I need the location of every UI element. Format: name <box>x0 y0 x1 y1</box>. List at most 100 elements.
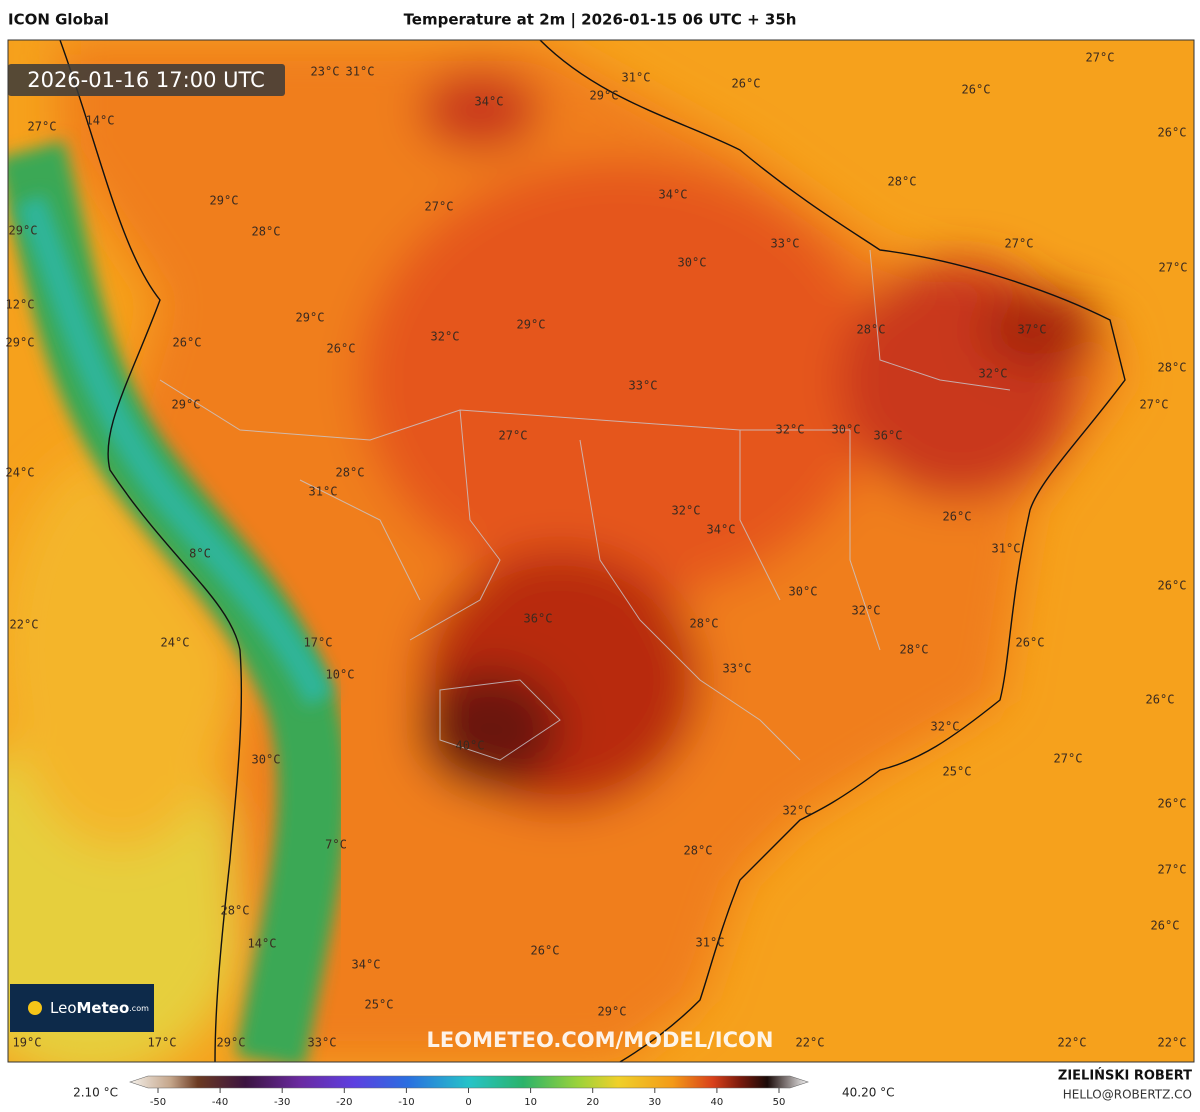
map-title: Temperature at 2m | 2026-01-15 06 UTC + … <box>404 11 797 30</box>
temp-label: 28°C <box>857 323 886 337</box>
temp-label: 26°C <box>1158 797 1187 811</box>
temp-label: 23°C <box>311 65 340 79</box>
temp-label: 31°C <box>696 936 725 950</box>
temp-label: 27°C <box>1158 863 1187 877</box>
logo-leo: Leo <box>50 999 77 1017</box>
temp-label: 28°C <box>336 466 365 480</box>
temp-label: 30°C <box>678 256 707 270</box>
temp-label: 30°C <box>252 753 281 767</box>
temp-label: 7°C <box>325 838 347 852</box>
temp-label: 29°C <box>590 89 619 103</box>
temp-label: 36°C <box>524 612 553 626</box>
temp-label: 27°C <box>1159 261 1188 275</box>
temp-label: 36°C <box>874 429 903 443</box>
colorbar-tick-label: 40 <box>711 1097 724 1108</box>
temp-label: 28°C <box>684 844 713 858</box>
temp-label: 28°C <box>252 225 281 239</box>
temp-label: 31°C <box>992 542 1021 556</box>
temp-label: 30°C <box>832 423 861 437</box>
temp-label: 29°C <box>598 1005 627 1019</box>
temp-label: 27°C <box>425 200 454 214</box>
temp-label: 10°C <box>326 668 355 682</box>
model-name: ICON Global <box>8 11 109 29</box>
temp-label: 33°C <box>629 379 658 393</box>
watermark: LEOMETEO.COM/MODEL/ICON <box>427 1028 774 1052</box>
temp-label: 32°C <box>783 804 812 818</box>
temp-label: 26°C <box>1016 636 1045 650</box>
logo: LeoMeteo.com <box>10 984 154 1032</box>
temp-label: 27°C <box>1140 398 1169 412</box>
temp-label: 26°C <box>1158 126 1187 140</box>
temp-label: 28°C <box>888 175 917 189</box>
temp-label: 26°C <box>732 77 761 91</box>
time-badge <box>8 64 285 96</box>
temp-label: 32°C <box>672 504 701 518</box>
temp-label: 26°C <box>327 342 356 356</box>
temp-label: 28°C <box>900 643 929 657</box>
temp-label: 27°C <box>1005 237 1034 251</box>
temp-label: 29°C <box>172 398 201 412</box>
temp-label: 25°C <box>943 765 972 779</box>
temp-label: 22°C <box>1158 1036 1187 1050</box>
svg-text:LeoMeteo.com: LeoMeteo.com <box>50 999 149 1017</box>
temp-label: 31°C <box>622 71 651 85</box>
temp-label: 31°C <box>309 485 338 499</box>
temp-label: 14°C <box>248 937 277 951</box>
temp-label: 14°C <box>86 114 115 128</box>
temp-label: 8°C <box>189 547 211 561</box>
temp-label: 22°C <box>1058 1036 1087 1050</box>
temp-label: 24°C <box>6 466 35 480</box>
temp-label: 27°C <box>1054 752 1083 766</box>
temp-label: 12°C <box>6 298 35 312</box>
colorbar: 2.10 °C 40.20 °C <box>73 1075 895 1100</box>
temp-label: 32°C <box>852 604 881 618</box>
temp-label: 19°C <box>13 1036 42 1050</box>
colorbar-tick-label: 50 <box>773 1097 786 1108</box>
temp-label: 28°C <box>1158 361 1187 375</box>
colorbar-tick-label: 20 <box>586 1097 599 1108</box>
temp-label: 34°C <box>659 188 688 202</box>
temp-label: 26°C <box>1158 579 1187 593</box>
colorbar-max: 40.20 °C <box>842 1086 895 1100</box>
temp-label: 33°C <box>723 662 752 676</box>
temp-label: 29°C <box>296 311 325 325</box>
temp-label: 29°C <box>6 336 35 350</box>
temp-label: 37°C <box>1018 323 1047 337</box>
temp-label: 30°C <box>789 585 818 599</box>
temp-label: 33°C <box>771 237 800 251</box>
temp-label: 34°C <box>352 958 381 972</box>
colorbar-min: 2.10 °C <box>73 1086 118 1100</box>
temp-label: 17°C <box>304 636 333 650</box>
colorbar-tick-label: 30 <box>648 1097 661 1108</box>
logo-meteo: Meteo <box>77 999 130 1017</box>
temp-label: 29°C <box>517 318 546 332</box>
temp-label: 26°C <box>1146 693 1175 707</box>
logo-com: .com <box>129 1004 149 1013</box>
temp-label: 26°C <box>962 83 991 97</box>
temp-label: 26°C <box>943 510 972 524</box>
temp-label: 31°C <box>346 65 375 79</box>
map <box>8 40 1194 1062</box>
temp-label: 29°C <box>210 194 239 208</box>
temp-label: 29°C <box>9 224 38 238</box>
colorbar-tick-label: -40 <box>212 1097 228 1108</box>
temp-label: 22°C <box>796 1036 825 1050</box>
temp-label: 28°C <box>221 904 250 918</box>
temperature-labels: 23°C 31°C 31°C29°C34°C26°C 26°C27°C26°C27°C… <box>6 51 1188 1050</box>
colorbar-tick-label: -10 <box>398 1097 414 1108</box>
temp-label: 25°C <box>365 998 394 1012</box>
colorbar-tick-label: 0 <box>465 1097 471 1108</box>
author: ZIELIŃSKI ROBERT <box>1058 1068 1192 1084</box>
temp-label: 34°C <box>707 523 736 537</box>
temp-label: 29°C <box>217 1036 246 1050</box>
temp-label: 32°C <box>431 330 460 344</box>
temp-label: 33°C <box>308 1036 337 1050</box>
temp-label: 24°C <box>161 636 190 650</box>
temp-label: 32°C <box>979 367 1008 381</box>
temp-label: 27°C <box>499 429 528 443</box>
colorbar-tick-label: -30 <box>274 1097 290 1108</box>
temp-label: 22°C <box>10 618 39 632</box>
temp-label: 26°C <box>531 944 560 958</box>
valid-time: 2026-01-16 17:00 UTC <box>27 68 265 92</box>
